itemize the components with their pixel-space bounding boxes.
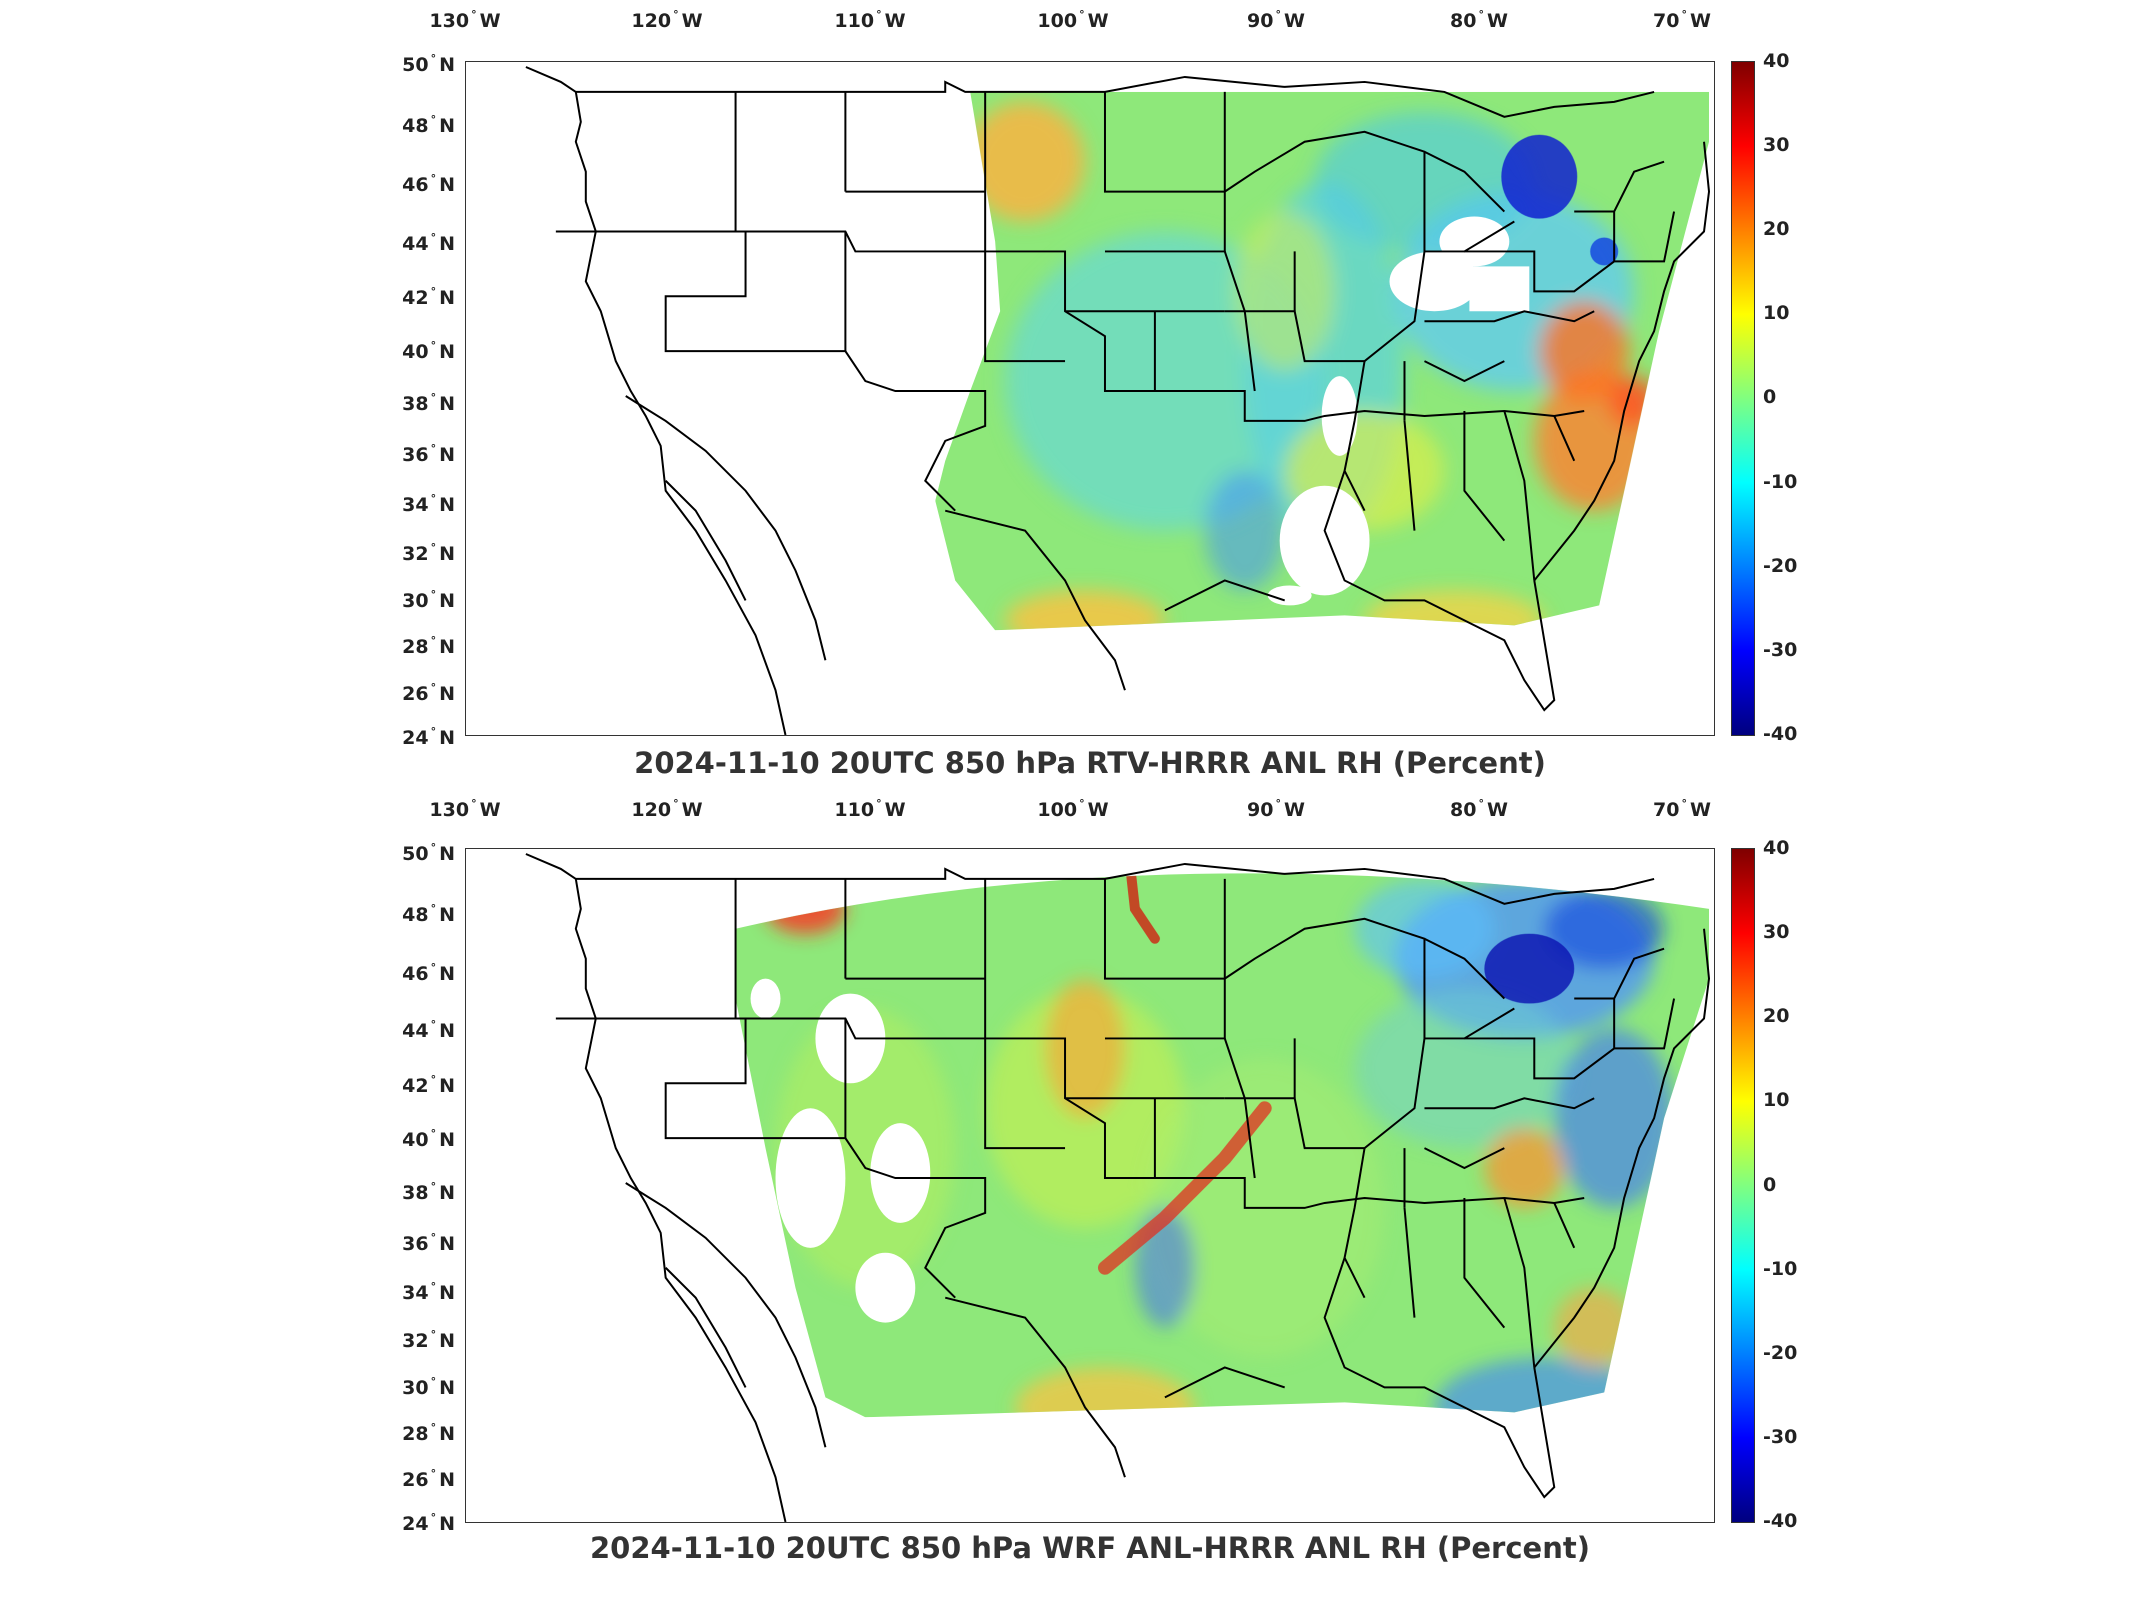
colorbar-tick: 30: [1763, 134, 1790, 156]
panel-title: 2024-11-10 20UTC 850 hPa WRF ANL-HRRR AN…: [590, 1531, 1590, 1565]
state-borders: [525, 853, 1711, 1522]
lon-label: 110 ° W: [834, 8, 906, 32]
state-borders: [525, 66, 1711, 735]
colorbar-tick: 10: [1763, 302, 1790, 324]
colorbar-tick: -30: [1763, 1426, 1798, 1448]
lon-label: 100 ° W: [1037, 797, 1109, 821]
lat-label: 34 ° N: [402, 492, 455, 516]
lat-label: 24 ° N: [402, 1511, 455, 1535]
colorbar-tick: -10: [1763, 1258, 1798, 1280]
lon-label: 130 ° W: [429, 8, 501, 32]
colorbar: [1731, 61, 1755, 736]
lat-label: 42 ° N: [402, 285, 455, 309]
lat-label: 36 ° N: [402, 1231, 455, 1255]
lat-label: 32 ° N: [402, 1328, 455, 1352]
colorbar-tick: 20: [1763, 218, 1790, 240]
panel-rtv-hrrr: 130 ° W 120 ° W 110 ° W 100 ° W 90 ° W 80 ° W 70 ° W 5…: [0, 0, 2133, 790]
lon-label: 80 ° W: [1450, 797, 1508, 821]
lat-label: 50 ° N: [402, 841, 455, 865]
rh-field: [735, 873, 1710, 1418]
colorbar-tick: -10: [1763, 471, 1798, 493]
colorbar: [1731, 848, 1755, 1523]
us-map: [525, 853, 1711, 1522]
lat-label: 26 ° N: [402, 681, 455, 705]
us-map: [525, 66, 1711, 735]
colorbar-tick: 40: [1763, 50, 1790, 72]
lat-label: 24 ° N: [402, 725, 455, 749]
lat-label: 48 ° N: [402, 902, 455, 926]
panel-title: 2024-11-10 20UTC 850 hPa RTV-HRRR ANL RH…: [634, 746, 1546, 780]
colorbar-tick: 40: [1763, 837, 1790, 859]
lat-label: 42 ° N: [402, 1073, 455, 1097]
lon-label: 90 ° W: [1247, 797, 1305, 821]
lon-label: 80 ° W: [1450, 8, 1508, 32]
panel-wrf-hrrr: 130 ° W 120 ° W 110 ° W 100 ° W 90 ° W 80 ° W 70 ° W 5…: [0, 790, 2133, 1580]
colorbar-tick: -30: [1763, 639, 1798, 661]
lat-label: 26 ° N: [402, 1467, 455, 1491]
lon-label: 130 ° W: [429, 797, 501, 821]
lat-label: 38 ° N: [402, 391, 455, 415]
lon-label: 120 ° W: [631, 797, 703, 821]
lat-label: 28 ° N: [402, 1421, 455, 1445]
colorbar-tick: -40: [1763, 1510, 1798, 1532]
colorbar-tick: -40: [1763, 723, 1798, 745]
lon-label: 70 ° W: [1653, 797, 1711, 821]
rh-field: [935, 91, 1710, 631]
lat-label: 28 ° N: [402, 634, 455, 658]
colorbar-tick: 0: [1763, 386, 1777, 408]
lat-label: 48 ° N: [402, 113, 455, 137]
lon-label: 100 ° W: [1037, 8, 1109, 32]
colorbar-tick: 10: [1763, 1089, 1790, 1111]
map-area: [465, 61, 1715, 736]
lat-label: 40 ° N: [402, 339, 455, 363]
lat-label: 34 ° N: [402, 1280, 455, 1304]
lat-label: 44 ° N: [402, 231, 455, 255]
lat-label: 32 ° N: [402, 541, 455, 565]
lat-label: 50 ° N: [402, 52, 455, 76]
lon-label: 90 ° W: [1247, 8, 1305, 32]
lat-label: 30 ° N: [402, 1375, 455, 1399]
lat-label: 44 ° N: [402, 1018, 455, 1042]
colorbar-tick: 30: [1763, 921, 1790, 943]
colorbar-tick: -20: [1763, 555, 1798, 577]
lat-label: 36 ° N: [402, 442, 455, 466]
lat-label: 46 ° N: [402, 961, 455, 985]
colorbar-tick: 0: [1763, 1174, 1777, 1196]
map-area: [465, 848, 1715, 1523]
lat-label: 46 ° N: [402, 172, 455, 196]
colorbar-tick: 20: [1763, 1005, 1790, 1027]
lon-label: 110 ° W: [834, 797, 906, 821]
lat-label: 40 ° N: [402, 1127, 455, 1151]
colorbar-tick: -20: [1763, 1342, 1798, 1364]
lat-label: 38 ° N: [402, 1180, 455, 1204]
lon-label: 70 ° W: [1653, 8, 1711, 32]
lon-label: 120 ° W: [631, 8, 703, 32]
lat-label: 30 ° N: [402, 588, 455, 612]
